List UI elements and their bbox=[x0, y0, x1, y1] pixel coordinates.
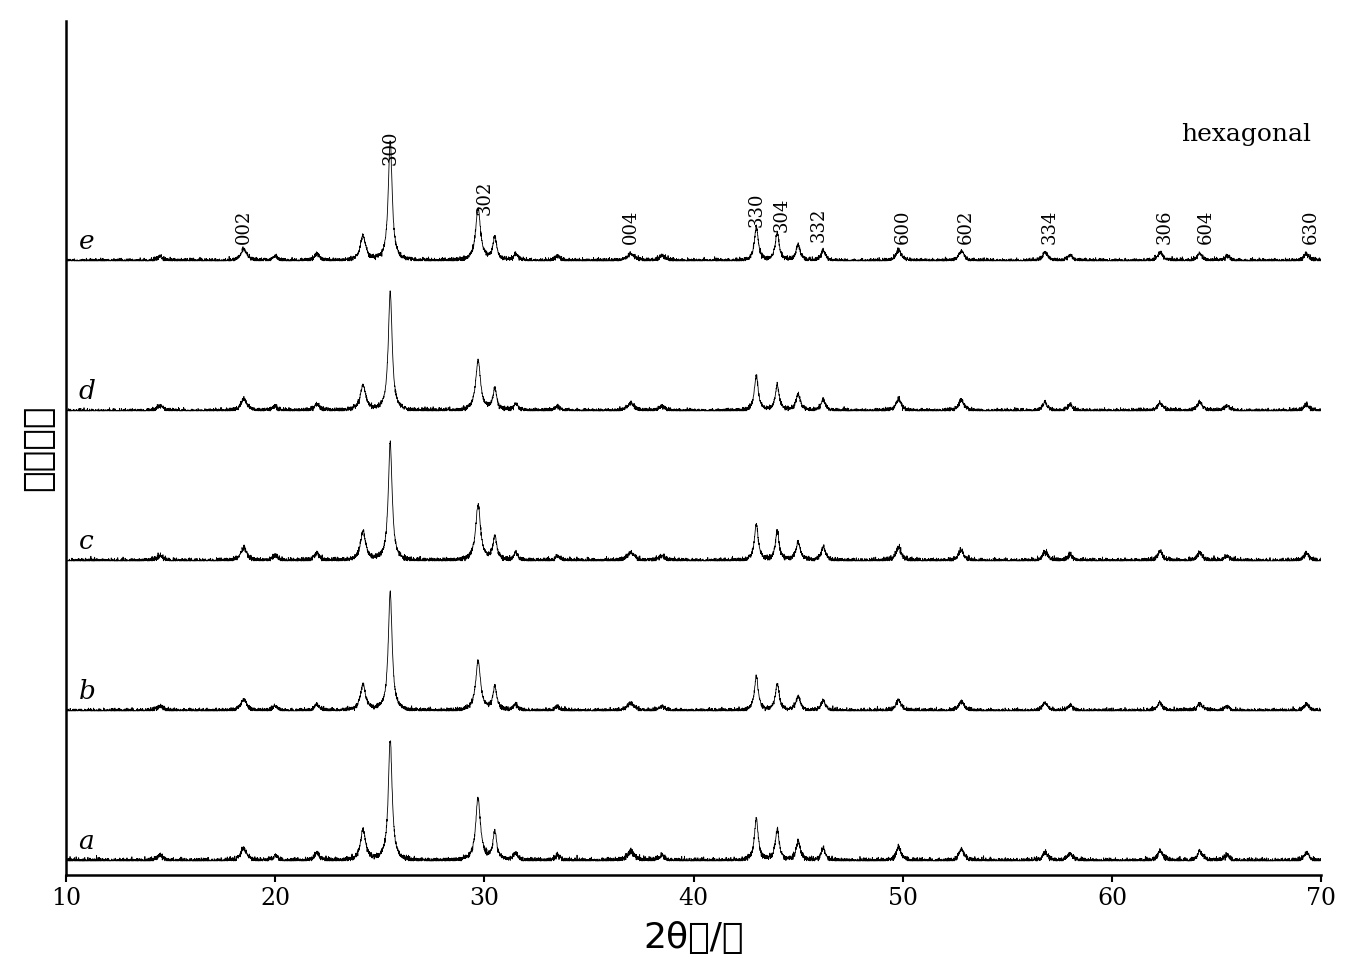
Text: 004: 004 bbox=[622, 210, 639, 244]
Text: a: a bbox=[79, 829, 94, 854]
Text: 602: 602 bbox=[957, 210, 974, 244]
Text: 600: 600 bbox=[894, 210, 912, 244]
Text: e: e bbox=[79, 228, 94, 254]
Text: d: d bbox=[79, 379, 95, 404]
Text: 306: 306 bbox=[1155, 210, 1174, 244]
Y-axis label: 相对强度: 相对强度 bbox=[20, 405, 54, 491]
X-axis label: 2θ角/度: 2θ角/度 bbox=[643, 921, 744, 956]
Text: 604: 604 bbox=[1197, 210, 1215, 244]
Text: 332: 332 bbox=[810, 207, 828, 242]
Text: b: b bbox=[79, 678, 95, 704]
Text: 300: 300 bbox=[381, 131, 399, 165]
Text: 304: 304 bbox=[772, 198, 790, 232]
Text: 334: 334 bbox=[1041, 210, 1058, 244]
Text: 630: 630 bbox=[1301, 210, 1320, 244]
Text: 330: 330 bbox=[748, 192, 765, 227]
Text: 302: 302 bbox=[475, 181, 494, 216]
Text: c: c bbox=[79, 529, 94, 553]
Text: 002: 002 bbox=[235, 210, 252, 244]
Text: hexagonal: hexagonal bbox=[1181, 123, 1311, 146]
